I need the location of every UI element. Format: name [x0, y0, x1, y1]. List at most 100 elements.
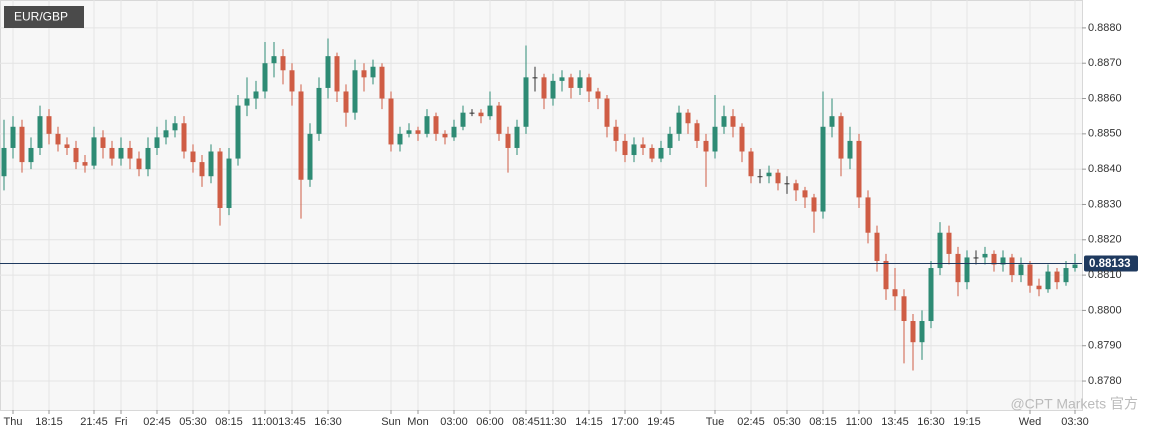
candle-body: [388, 98, 394, 145]
candle-body: [532, 77, 538, 79]
candle-body: [676, 112, 682, 134]
x-tick-label: Thu: [4, 416, 23, 428]
x-tick-label: 11:00: [252, 416, 279, 428]
candle-body: [730, 116, 736, 127]
candle-body: [487, 105, 493, 117]
candle-body: [46, 116, 52, 134]
x-tick-label: 06:00: [476, 416, 504, 428]
x-tick-label: Mon: [407, 416, 428, 428]
candle-body: [19, 126, 25, 163]
candle-body: [10, 126, 16, 148]
candle-body: [127, 147, 133, 159]
candle-body: [325, 56, 331, 88]
candle-body: [784, 183, 790, 185]
candle-body: [307, 133, 313, 180]
y-tick-label: 0.8820: [1088, 234, 1122, 246]
candle-body: [694, 123, 700, 141]
y-tick-label: 0.8860: [1088, 92, 1122, 104]
candle-body: [460, 112, 466, 127]
candle-body: [865, 197, 871, 233]
candle-body: [109, 147, 115, 159]
candle-body: [1, 147, 7, 177]
candle-body: [208, 151, 214, 177]
candle-body: [190, 151, 196, 163]
candle-body: [829, 116, 835, 127]
candle-body: [226, 158, 232, 209]
candle-body: [64, 144, 70, 148]
candle-body: [82, 162, 88, 166]
candle-body: [433, 116, 439, 134]
candle-body: [505, 133, 511, 148]
candle-body: [1054, 271, 1060, 283]
x-tick-label: Sun: [381, 416, 401, 428]
candle-body: [541, 77, 547, 99]
candle-body: [856, 140, 862, 198]
candle-body: [415, 130, 421, 134]
candle-body: [379, 66, 385, 99]
candle-body: [316, 87, 322, 134]
candle-body: [613, 126, 619, 141]
y-tick-label: 0.8870: [1088, 57, 1122, 69]
y-tick-label: 0.8800: [1088, 304, 1122, 316]
x-tick-label: 11:30: [540, 416, 567, 428]
candle-body: [874, 232, 880, 261]
x-tick-label: Tue: [706, 416, 725, 428]
x-tick-label: 08:15: [215, 416, 243, 428]
x-tick-label: 03:30: [1061, 416, 1089, 428]
candle-body: [397, 133, 403, 145]
candle-body: [1036, 285, 1042, 290]
candle-body: [1000, 257, 1006, 265]
candle-body: [28, 147, 34, 163]
candle-body: [181, 123, 187, 152]
candle-body: [1018, 264, 1024, 276]
candle-body: [595, 91, 601, 99]
candle-body: [793, 183, 799, 191]
candle-body: [559, 77, 565, 81]
candle-body: [334, 56, 340, 92]
candle-body: [703, 140, 709, 152]
candle-body: [901, 296, 907, 322]
candle-body: [163, 130, 169, 138]
candle-body: [424, 116, 430, 134]
candle-body: [775, 172, 781, 184]
overlay: 0.88133: [0, 255, 1138, 272]
x-tick-label: 08:45: [512, 416, 540, 428]
x-tick-label: 19:45: [647, 416, 675, 428]
candle-body: [622, 140, 628, 156]
candle-body: [685, 112, 691, 124]
candle-body: [136, 158, 142, 170]
x-tick-label: 05:30: [179, 416, 207, 428]
candle-body: [145, 147, 151, 170]
plot-area: [0, 0, 1083, 411]
candle-body: [712, 126, 718, 152]
candle-body: [262, 63, 268, 92]
candle-body: [253, 91, 259, 99]
y-tick-label: 0.8850: [1088, 128, 1122, 140]
chart-title: EUR/GBP: [14, 10, 68, 24]
x-tick-label: 19:15: [953, 416, 981, 428]
candle-body: [343, 91, 349, 113]
candle-body: [298, 91, 304, 180]
grid: [0, 0, 1086, 414]
title-badge: [4, 6, 84, 28]
candle-body: [1027, 264, 1033, 286]
candle-body: [406, 130, 412, 134]
candle-body: [892, 289, 898, 297]
candle-body: [154, 137, 160, 148]
candles: [1, 38, 1078, 371]
candle-body: [802, 190, 808, 198]
last-price-label: 0.88133: [1089, 258, 1131, 270]
candle-body: [604, 98, 610, 127]
watermark: @CPT Markets 官方: [1010, 396, 1138, 412]
candle-body: [442, 133, 448, 138]
candle-body: [937, 232, 943, 269]
candle-body: [523, 77, 529, 127]
x-tick-label: 16:30: [314, 416, 342, 428]
candle-body: [100, 137, 106, 148]
y-tick-label: 0.8880: [1088, 22, 1122, 34]
candle-body: [280, 56, 286, 71]
last-price-badge: [1084, 255, 1138, 272]
candle-body: [1063, 268, 1069, 283]
candle-body: [919, 321, 925, 343]
candle-body: [667, 133, 673, 148]
